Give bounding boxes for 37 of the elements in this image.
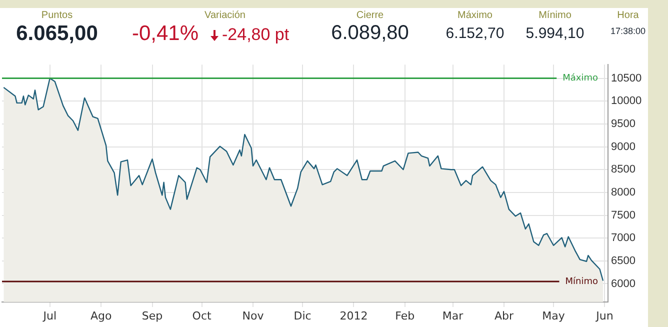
y-tick-label: 10500 <box>611 72 642 84</box>
text: Hora <box>617 10 639 21</box>
y-tick-label: 6000 <box>611 278 636 290</box>
text: 6.152,70 <box>446 25 504 42</box>
x-tick-label: Nov <box>242 309 264 322</box>
x-tick-label: Mar <box>442 309 464 322</box>
text: 5.994,10 <box>526 25 584 42</box>
text: 6.065,00 <box>16 22 98 46</box>
x-tick-label: Jun <box>595 309 614 322</box>
text: Máximo <box>457 10 493 21</box>
ref-line-label: Mínimo <box>565 276 598 287</box>
y-tick-label: 6500 <box>611 254 636 267</box>
x-tick-label: Oct <box>192 309 212 322</box>
x-tick-label: May <box>542 309 566 322</box>
y-tick-label: 7500 <box>611 209 636 222</box>
text: Puntos <box>41 10 73 21</box>
y-tick-label: 8000 <box>611 186 636 198</box>
y-tick-label: 8500 <box>611 164 636 176</box>
x-tick-label: Abr <box>494 309 514 322</box>
text: 6.089,80 <box>331 22 409 45</box>
text: Variación <box>204 10 246 21</box>
x-tick-label: 2012 <box>340 309 368 322</box>
text: -24,80 pt <box>221 25 290 45</box>
y-tick-label: 10000 <box>611 95 642 108</box>
text: 17:38:00 <box>610 26 646 36</box>
ref-line-label: Máximo <box>562 72 598 84</box>
x-tick-label: Feb <box>395 309 415 322</box>
x-tick-label: Ago <box>90 309 112 322</box>
y-tick-label: 9000 <box>611 140 636 153</box>
x-tick-label: Dic <box>294 309 312 322</box>
x-tick-label: Sep <box>142 309 163 322</box>
y-tick-label: 9500 <box>611 118 636 130</box>
text: -0,41% <box>132 22 199 46</box>
text: Mínimo <box>538 10 572 21</box>
x-tick-label: Jul <box>42 309 57 322</box>
text: Cierre <box>356 10 384 21</box>
y-tick-label: 7000 <box>611 232 636 244</box>
